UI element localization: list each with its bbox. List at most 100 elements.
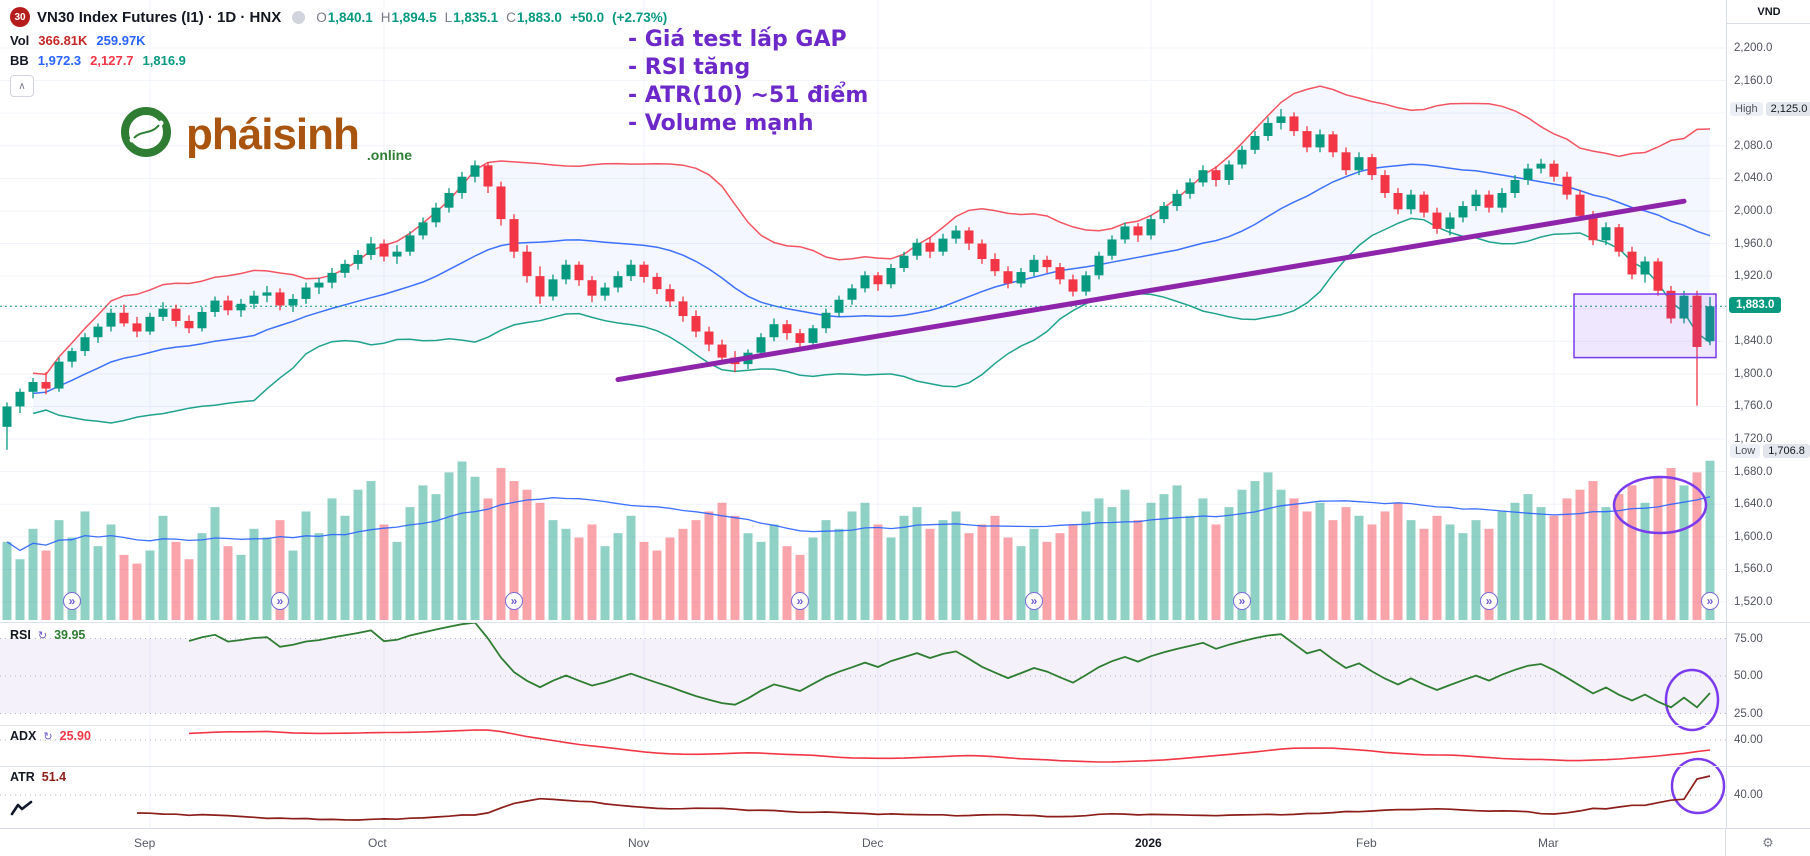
adx-value: 25.90 (59, 729, 91, 743)
high-badge-label: High (1730, 102, 1763, 117)
price-tick-label: 1,560.0 (1734, 563, 1773, 576)
circular-arrows-icon: ↻ (43, 730, 53, 743)
price-tick-label: 2,040.0 (1734, 172, 1773, 185)
pane-level-label: 50.00 (1734, 670, 1763, 682)
logo-text: pháisinh (186, 109, 360, 159)
price-tick-label: 1,600.0 (1734, 530, 1773, 543)
adx-line (188, 729, 1711, 763)
symbol-logo-badge[interactable]: 30 (10, 7, 30, 27)
fast-forward-marker-icon[interactable]: » (791, 592, 809, 610)
fast-forward-marker-icon[interactable]: » (1233, 592, 1251, 610)
currency-label[interactable]: VND (1727, 0, 1810, 24)
rsi-legend[interactable]: RSI ↻ 39.95 (10, 628, 85, 642)
fast-forward-marker-icon[interactable]: » (1701, 592, 1719, 610)
pane-level-label: 40.00 (1734, 789, 1763, 801)
bb-upper-value: 2,127.7 (90, 53, 134, 68)
highlight-ellipse-drawing[interactable] (1664, 668, 1720, 732)
price-tick-label: 2,160.0 (1734, 74, 1773, 87)
pane-separator[interactable] (0, 725, 1810, 726)
annotation-line: - RSI tăng (628, 55, 751, 80)
price-tick-label: 2,080.0 (1734, 139, 1773, 152)
price-tick-label: 2,200.0 (1734, 42, 1773, 54)
annotation-line: - ATR(10) ~51 điểm (628, 83, 869, 108)
volume-ma-line (6, 496, 1711, 552)
circular-arrows-icon: ↻ (37, 629, 48, 642)
volume-ma-value: 259.97K (96, 33, 146, 48)
phaisinh-logo: pháisinh .online (118, 104, 412, 165)
last-price-badge: 1,883.0 (1729, 297, 1782, 314)
open-label: O (316, 9, 327, 25)
time-axis-label: Mar (1538, 836, 1559, 850)
axis-corner: ⚙ (1725, 829, 1810, 856)
bollinger-bands (32, 85, 1711, 424)
price-scale[interactable]: VND 1,520.0 1,560.0 1,600.0 1,640.0 1,680.0 1… (1726, 0, 1810, 828)
low-label: L (444, 9, 453, 25)
atr-legend[interactable]: ATR 51.4 (10, 770, 66, 784)
chart-legend: 30 VN30 Index Futures (I1) · 1D · HNX O1… (10, 6, 667, 97)
high-value: 1,894.5 (391, 9, 437, 25)
time-axis-label: Sep (134, 836, 156, 850)
bb-lower-value: 1,816.9 (142, 53, 186, 68)
bb-label: BB (10, 53, 29, 68)
time-axis[interactable]: Sep Oct Nov Dec 2026 Feb Mar ⚙ (0, 828, 1810, 856)
pane-level-label: 75.00 (1734, 632, 1763, 645)
volume-label: Vol (10, 33, 30, 48)
annotation-line: - Giá test lấp GAP (628, 27, 847, 52)
bb-legend[interactable]: BB 1,972.3 2,127.7 1,816.9 (10, 53, 667, 68)
fast-forward-marker-icon[interactable]: » (1025, 592, 1043, 610)
atr-value: 51.4 (41, 770, 67, 784)
fast-forward-marker-icon[interactable]: » (505, 592, 523, 610)
ohlc-values: O1,840.1 H1,894.5 L1,835.1 C1,883.0 +50.… (316, 10, 667, 25)
candlestick-series[interactable] (2, 109, 1715, 450)
high-label: H (380, 9, 391, 25)
fast-forward-marker-icon[interactable]: » (63, 592, 81, 610)
tradingview-logo-icon[interactable] (10, 800, 34, 822)
adx-label: ADX (10, 729, 37, 743)
rsi-value: 39.95 (54, 628, 86, 642)
pane-level-label: 40.00 (1734, 734, 1763, 746)
highlight-ellipse-drawing[interactable] (1612, 475, 1708, 535)
open-value: 1,840.1 (327, 9, 373, 25)
phaisinh-logo-icon (118, 104, 174, 165)
time-axis-label: Oct (368, 836, 387, 850)
collapse-legend-button[interactable]: ∧ (10, 75, 34, 97)
highlight-ellipse-drawing[interactable] (1670, 757, 1726, 815)
grid (0, 0, 1726, 828)
price-tick-label: 2,000.0 (1734, 204, 1773, 217)
price-tick-label: 1,760.0 (1734, 400, 1773, 413)
atr-label: ATR (10, 770, 35, 784)
time-axis-label: Feb (1356, 836, 1377, 850)
price-tick-label: 1,640.0 (1734, 498, 1773, 511)
fast-forward-marker-icon[interactable]: » (271, 592, 289, 610)
time-axis-label: Dec (862, 836, 884, 850)
low-badge-row: Low 1,706.8 (1730, 442, 1810, 460)
chevron-up-icon: ∧ (18, 80, 26, 92)
low-value: 1,835.1 (453, 9, 499, 25)
fast-forward-marker-icon[interactable]: » (1480, 592, 1498, 610)
close-label: C (506, 9, 516, 25)
trendline-drawing[interactable] (615, 198, 1687, 383)
bb-basis-value: 1,972.3 (37, 53, 82, 68)
price-tick-label: 1,840.0 (1734, 335, 1773, 348)
pane-separator[interactable] (0, 622, 1810, 623)
pane-level-label: 25.00 (1734, 707, 1763, 720)
volume-value: 366.81K (38, 33, 88, 48)
price-tick-label: 1,800.0 (1734, 367, 1773, 380)
close-value: 1,883.0 (516, 9, 562, 25)
logo-domain: .online (366, 147, 413, 163)
gear-icon[interactable]: ⚙ (1762, 835, 1774, 850)
pane-separator[interactable] (0, 766, 1810, 767)
adx-legend[interactable]: ADX ↻ 25.90 (10, 729, 91, 743)
rsi-line (188, 622, 1711, 709)
market-status-dot-icon (292, 10, 306, 24)
volume-legend[interactable]: Vol 366.81K 259.97K (10, 33, 667, 48)
time-axis-label: Nov (628, 836, 650, 850)
change-percent: (+2.73%) (612, 9, 668, 25)
volume-series[interactable] (2, 460, 1715, 620)
low-badge-label: Low (1730, 443, 1761, 458)
time-axis-label: 2026 (1135, 836, 1162, 850)
gap-box-drawing[interactable] (1573, 293, 1717, 359)
symbol-title[interactable]: VN30 Index Futures (I1) · 1D · HNX (37, 8, 282, 26)
